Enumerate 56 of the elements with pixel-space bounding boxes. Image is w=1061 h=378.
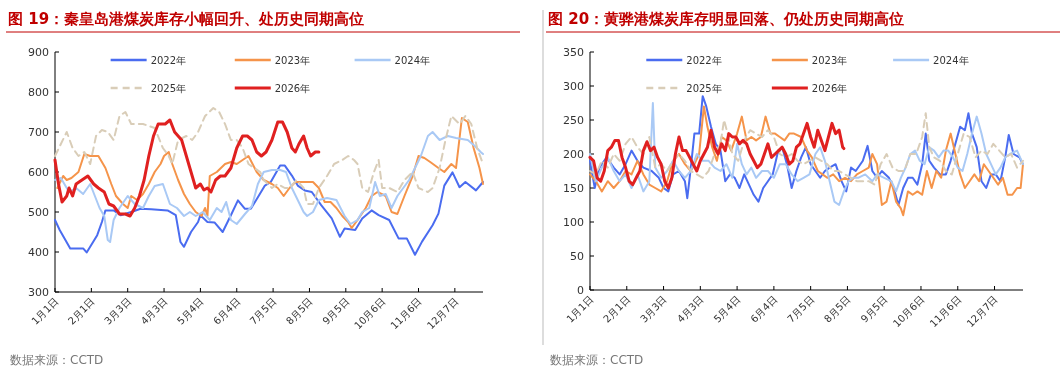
x-tick-label: 7月5日 <box>785 293 817 325</box>
x-tick-label: 5月4日 <box>711 293 743 325</box>
x-tick-label: 5月4日 <box>174 295 206 327</box>
legend-label: 2024年 <box>394 55 431 66</box>
x-tick-label: 7月5日 <box>247 295 279 327</box>
x-tick-label: 3月3日 <box>638 293 669 325</box>
x-tick-label: 10月6日 <box>352 295 388 332</box>
y-tick-label: 400 <box>28 246 49 259</box>
x-tick-label: 8月5日 <box>821 293 853 325</box>
chart-title: 图 20：黄骅港煤炭库存明显回落、仍处历史同期高位 <box>548 10 905 28</box>
chart-title: 图 19：秦皇岛港煤炭库存小幅回升、处历史同期高位 <box>8 10 365 28</box>
line-series <box>54 131 484 243</box>
legend-label: 2022年 <box>150 55 187 66</box>
x-tick-label: 12月7日 <box>964 293 1000 330</box>
x-tick-label: 11月6日 <box>927 293 964 330</box>
legend-label: 2022年 <box>686 55 722 66</box>
line-series <box>588 121 846 190</box>
x-tick-label: 6月4日 <box>748 293 780 325</box>
y-tick-label: 200 <box>563 148 584 161</box>
y-tick-label: 50 <box>570 250 584 263</box>
y-tick-label: 600 <box>28 166 49 179</box>
y-tick-label: 900 <box>28 46 49 59</box>
line-series <box>54 107 484 205</box>
x-tick-label: 4月3日 <box>674 293 706 325</box>
line-series <box>589 112 1024 186</box>
legend-label: 2026年 <box>274 83 311 94</box>
source-note: 数据来源：CCTD <box>550 353 644 367</box>
x-tick-label: 10月6日 <box>890 293 927 330</box>
x-tick-label: 9月5日 <box>858 293 890 325</box>
x-tick-label: 3月3日 <box>102 295 134 327</box>
legend-label: 2025年 <box>150 83 187 94</box>
x-tick-label: 2月1日 <box>65 295 97 327</box>
line-series <box>54 164 484 256</box>
legend-label: 2025年 <box>686 83 722 94</box>
x-tick-label: 6月4日 <box>211 295 243 327</box>
x-tick-label: 9月5日 <box>320 295 352 327</box>
legend-label: 2024年 <box>933 55 969 66</box>
x-tick-label: 4月3日 <box>138 295 170 327</box>
y-tick-label: 300 <box>563 80 584 93</box>
y-tick-label: 350 <box>563 46 584 59</box>
y-tick-label: 250 <box>563 114 584 127</box>
y-tick-label: 800 <box>28 86 49 99</box>
y-tick-label: 150 <box>563 182 584 195</box>
x-tick-label: 2月1日 <box>601 293 633 325</box>
legend-label: 2026年 <box>811 83 848 94</box>
y-tick-label: 500 <box>28 206 49 219</box>
x-tick-label: 11月6日 <box>388 295 424 332</box>
y-tick-label: 100 <box>563 216 584 229</box>
legend-label: 2023年 <box>811 55 848 66</box>
x-tick-label: 8月5日 <box>283 295 315 327</box>
line-series <box>56 117 484 229</box>
y-tick-label: 700 <box>28 126 49 139</box>
source-note: 数据来源：CCTD <box>10 353 104 367</box>
x-tick-label: 12月7日 <box>424 295 461 332</box>
line-series <box>53 118 321 218</box>
legend-label: 2023年 <box>274 55 311 66</box>
